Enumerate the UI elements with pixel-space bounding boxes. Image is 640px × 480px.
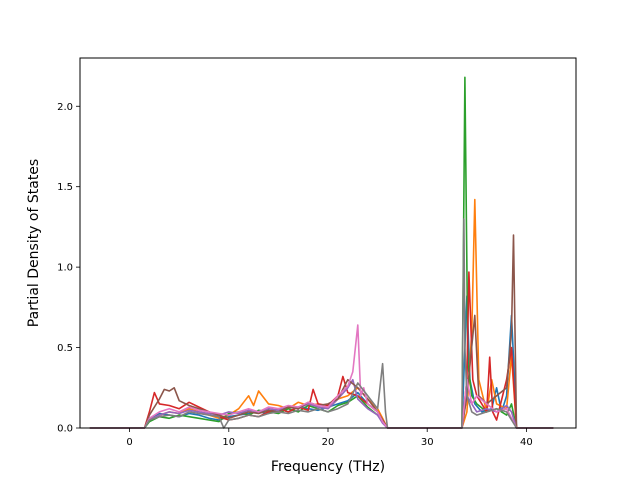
x-tick-label: 40 bbox=[520, 437, 533, 448]
y-tick-label: 0.0 bbox=[57, 424, 73, 435]
x-tick-label: 0 bbox=[126, 437, 132, 448]
y-axis-label: Partial Density of States bbox=[26, 159, 42, 327]
y-axis: 0.0 0.5 1.0 1.5 2.0 bbox=[57, 102, 80, 435]
series-line-8 bbox=[89, 218, 554, 429]
x-tick-label: 20 bbox=[322, 437, 335, 448]
y-tick-label: 2.0 bbox=[57, 102, 73, 113]
series-line-7 bbox=[89, 324, 554, 429]
x-tick-label: 10 bbox=[222, 437, 235, 448]
x-axis-label: Frequency (THz) bbox=[271, 459, 385, 475]
series-layer bbox=[89, 76, 554, 429]
y-tick-label: 0.5 bbox=[57, 343, 73, 354]
series-line-5 bbox=[89, 378, 554, 429]
x-axis: 0 10 20 30 40 bbox=[126, 428, 533, 448]
x-tick-label: 30 bbox=[421, 437, 434, 448]
y-tick-label: 1.5 bbox=[57, 182, 73, 193]
y-tick-label: 1.0 bbox=[57, 263, 73, 274]
